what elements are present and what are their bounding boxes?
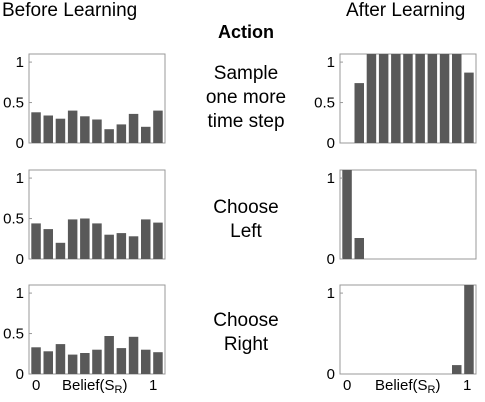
y-tick-label: 0.5 <box>3 211 24 228</box>
y-tick-label: 1 <box>327 54 335 71</box>
bar <box>92 223 102 259</box>
after-learning-heading: After Learning <box>346 0 466 21</box>
x-axis-label-after: Belief(SR) <box>375 377 440 396</box>
plot-frame <box>339 169 477 260</box>
y-tick-label: 0 <box>16 251 24 268</box>
bar <box>67 219 78 259</box>
bar <box>452 365 462 374</box>
bar <box>141 349 151 374</box>
x-axis-label-close: ) <box>122 377 128 394</box>
x-tick-left-before: 0 <box>32 377 41 394</box>
bar <box>415 54 425 143</box>
bar <box>80 353 90 374</box>
bar <box>55 118 66 143</box>
bar <box>427 54 438 143</box>
x-axis-label-text: Belief(S <box>375 377 428 394</box>
bar <box>31 112 41 143</box>
bar <box>92 119 102 143</box>
action-line: Choose <box>213 310 279 331</box>
bar <box>80 218 90 259</box>
bar <box>128 336 139 374</box>
x-axis-label-text: Belief(S <box>62 377 115 394</box>
bar <box>342 170 352 259</box>
action-line: Sample <box>213 63 279 84</box>
x-axis-label-before: Belief(SR) <box>62 377 127 396</box>
x-axis-label-sub: R <box>114 384 123 396</box>
bar <box>104 129 114 143</box>
action-label-right: Choose Right <box>170 309 322 357</box>
action-line: Left <box>230 221 262 242</box>
bar <box>452 54 462 143</box>
x-tick-right-before: 1 <box>149 377 158 394</box>
action-heading: Action <box>218 22 274 42</box>
bar <box>43 115 53 143</box>
bar <box>128 236 139 259</box>
x-tick-left-after: 0 <box>343 377 352 394</box>
bar <box>464 285 474 374</box>
y-tick-label: 1 <box>327 285 335 302</box>
y-tick-label: 1 <box>327 170 335 187</box>
bar <box>80 116 90 143</box>
y-tick-label: 1 <box>16 54 24 71</box>
bar <box>391 54 401 143</box>
bar <box>439 54 450 143</box>
y-tick-label: 1 <box>16 170 24 187</box>
bar <box>153 110 163 143</box>
bar <box>366 54 377 143</box>
bar <box>67 354 78 374</box>
plot-frame <box>339 284 477 375</box>
x-axis-label-sub: R <box>427 384 436 396</box>
bar <box>153 352 163 374</box>
bar <box>67 110 78 143</box>
bar <box>92 349 102 374</box>
bar <box>128 113 139 143</box>
y-tick-label: 0 <box>327 366 335 383</box>
action-line: Choose <box>213 197 279 218</box>
bar <box>116 124 127 143</box>
y-tick-label: 0.5 <box>3 326 24 343</box>
bar <box>43 229 53 259</box>
bar <box>55 344 66 374</box>
y-tick-label: 0 <box>327 251 335 268</box>
bar <box>104 336 114 374</box>
bar <box>354 238 364 259</box>
y-tick-label: 0 <box>16 366 24 383</box>
bar <box>153 222 163 259</box>
bar <box>354 83 364 143</box>
action-line: one more <box>205 87 287 108</box>
action-line: Right <box>223 334 269 355</box>
action-line: time step <box>207 111 285 132</box>
y-tick-label: 0 <box>16 135 24 152</box>
bar <box>31 347 41 374</box>
bar <box>43 351 53 374</box>
bar <box>104 234 114 259</box>
y-tick-label: 1 <box>16 285 24 302</box>
bar <box>31 223 41 259</box>
before-learning-heading: Before Learning <box>2 0 138 21</box>
bar <box>116 233 127 259</box>
bar <box>378 54 389 143</box>
action-label-sample: Sample one more time step <box>170 62 322 134</box>
x-tick-right-after: 1 <box>463 377 472 394</box>
x-axis-label-close: ) <box>435 377 441 394</box>
bar <box>116 348 127 374</box>
y-tick-label: 0.5 <box>3 95 24 112</box>
y-tick-label: 0.5 <box>314 95 335 112</box>
action-label-left: Choose Left <box>170 196 322 244</box>
bar <box>403 54 413 143</box>
bar <box>464 72 474 143</box>
bar <box>55 242 66 259</box>
y-tick-label: 0 <box>327 135 335 152</box>
bar <box>141 126 151 143</box>
bar <box>141 219 151 259</box>
